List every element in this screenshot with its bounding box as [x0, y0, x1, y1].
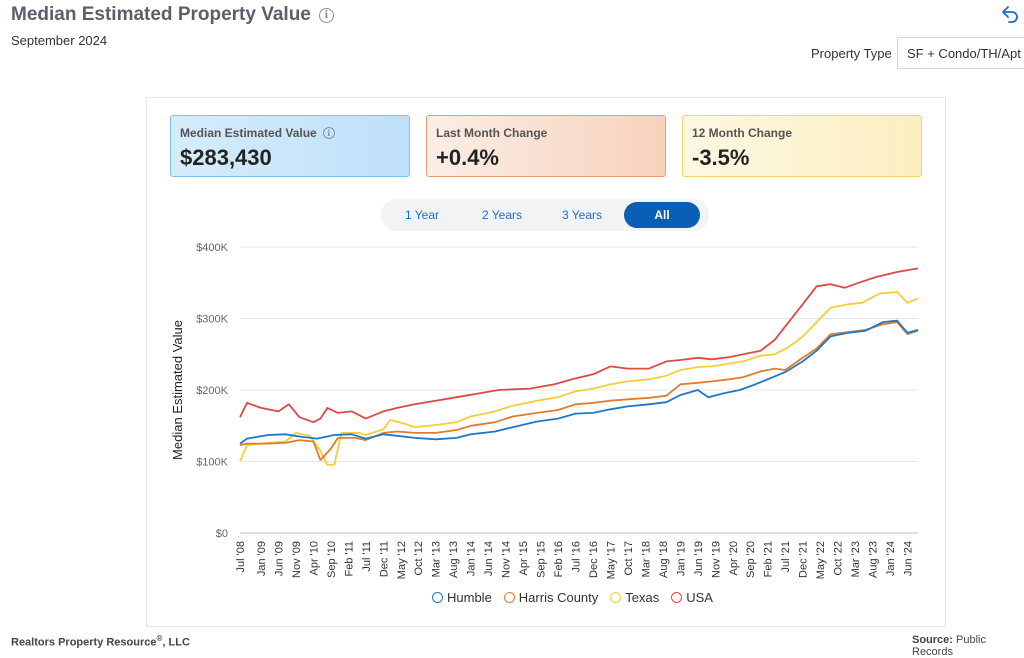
- x-tick-label: Jun '19: [693, 541, 705, 576]
- line-chart: $0 $100K $200K $300K $400K Median Estimated V…: [170, 242, 919, 579]
- x-tick-label: Jan '14: [466, 541, 478, 576]
- x-tick-label: Jul '21: [780, 541, 792, 572]
- legend-swatch: [503, 592, 515, 603]
- stat-value: -3.5%: [692, 145, 750, 170]
- x-tick-label: Mar '23: [850, 541, 862, 577]
- stat-median-value: Median Estimated Value i $283,430: [170, 115, 410, 177]
- title-row: Median Estimated Property Value i: [11, 4, 334, 26]
- x-tick-label: Aug '18: [658, 541, 670, 578]
- stat-label: Last Month Change: [436, 126, 548, 140]
- period-subtitle: September 2024: [11, 33, 108, 48]
- legend-item-harris-county[interactable]: Harris County: [503, 590, 599, 605]
- info-icon[interactable]: i: [318, 7, 334, 23]
- x-tick-label: Apr '20: [728, 541, 740, 576]
- legend-label: Humble: [447, 590, 492, 605]
- y-tick-label: $100K: [196, 457, 228, 469]
- stat-value: $283,430: [180, 145, 272, 170]
- y-tick-label: $0: [216, 528, 228, 540]
- x-tick-label: Sep '20: [745, 541, 757, 578]
- stat-value: +0.4%: [436, 145, 499, 170]
- series-line-usa: [239, 267, 919, 424]
- legend-label: Harris County: [518, 590, 599, 605]
- property-type-label: Property Type: [811, 46, 892, 61]
- share-icon[interactable]: [1000, 4, 1020, 24]
- legend-item-texas[interactable]: Texas: [610, 590, 659, 605]
- x-tick-label: Dec '21: [798, 541, 810, 578]
- y-tick-label: $300K: [196, 314, 228, 326]
- x-tick-label: Jun '09: [273, 541, 285, 576]
- legend-swatch: [610, 592, 622, 603]
- series-line-harris-county: [239, 321, 919, 461]
- stat-label: 12 Month Change: [692, 126, 793, 140]
- x-tick-label: Feb '16: [553, 541, 565, 577]
- info-icon[interactable]: i: [322, 127, 335, 139]
- x-tick-label: Mar '13: [431, 541, 443, 577]
- range-tabs: 1 Year 2 Years 3 Years All: [381, 199, 709, 231]
- y-tick-label: $200K: [196, 385, 228, 397]
- x-tick-label: Nov '09: [291, 541, 303, 578]
- x-tick-label: May '12: [396, 541, 408, 579]
- x-tick-label: Nov '14: [501, 541, 513, 578]
- tab-3-years[interactable]: 3 Years: [561, 208, 603, 222]
- property-type-select[interactable]: SF + Condo/TH/Apt: [897, 37, 1024, 69]
- chart-card: [146, 97, 946, 627]
- legend-label: USA: [686, 590, 713, 605]
- x-tick-label: Sep '10: [326, 541, 338, 578]
- tab-1-year[interactable]: 1 Year: [404, 208, 440, 222]
- tab-2-years[interactable]: 2 Years: [481, 208, 523, 222]
- x-tick-label: Oct '22: [833, 541, 845, 576]
- x-tick-label: Jan '09: [256, 541, 268, 576]
- x-tick-label: Aug '13: [448, 541, 460, 578]
- tab-all[interactable]: All: [624, 202, 700, 228]
- x-tick-label: Mar '18: [640, 541, 652, 577]
- series-line-texas: [239, 291, 919, 466]
- stat-12-month-change: 12 Month Change -3.5%: [682, 115, 922, 177]
- x-tick-label: Dec '16: [588, 541, 600, 578]
- x-tick-label: Feb '11: [343, 541, 355, 577]
- x-tick-label: May '17: [605, 541, 617, 579]
- y-tick-label: $400K: [196, 242, 228, 254]
- x-tick-label: Jul '16: [571, 541, 583, 572]
- source-label: Source:: [912, 634, 953, 646]
- legend-label: Texas: [625, 590, 660, 605]
- y-axis-label: Median Estimated Value: [170, 320, 185, 460]
- footer-source: Source: Public Records: [912, 634, 1024, 658]
- footer-attribution: Realtors Property Resource®, LLC: [11, 634, 190, 649]
- x-tick-label: Jan '24: [885, 541, 897, 576]
- x-tick-label: Nov '19: [710, 541, 722, 578]
- legend-item-usa[interactable]: USA: [671, 590, 713, 605]
- x-tick-label: Sep '15: [536, 541, 548, 578]
- page-title: Median Estimated Property Value: [11, 4, 311, 25]
- registered-mark: ®: [156, 634, 163, 643]
- footer-company-suffix: , LLC: [162, 636, 190, 649]
- x-tick-label: May '22: [815, 541, 827, 579]
- x-tick-label: Jul '08: [235, 541, 247, 572]
- footer-company: Realtors Property Resource: [11, 636, 157, 649]
- legend-swatch: [671, 592, 683, 603]
- x-tick-label: Feb '21: [763, 541, 775, 577]
- legend-item-humble[interactable]: Humble: [432, 590, 492, 605]
- series-line-humble: [239, 319, 919, 445]
- x-tick-label: Oct '12: [413, 541, 425, 576]
- x-tick-label: Dec '11: [378, 541, 390, 577]
- chart-legend: Humble Harris County Texas USA: [432, 590, 725, 605]
- x-tick-label: Jun '14: [483, 541, 495, 576]
- x-tick-label: Oct '17: [623, 541, 635, 576]
- x-tick-label: Aug '23: [868, 541, 880, 578]
- x-tick-label: Apr '15: [518, 541, 530, 576]
- x-tick-label: Jul '11: [361, 541, 373, 572]
- stat-label: Median Estimated Value: [180, 126, 317, 140]
- x-tick-label: Jun '24: [903, 541, 915, 576]
- stat-last-month-change: Last Month Change +0.4%: [426, 115, 666, 177]
- x-tick-label: Jan '19: [675, 541, 687, 576]
- legend-swatch: [432, 592, 443, 603]
- x-tick-label: Apr '10: [308, 541, 320, 576]
